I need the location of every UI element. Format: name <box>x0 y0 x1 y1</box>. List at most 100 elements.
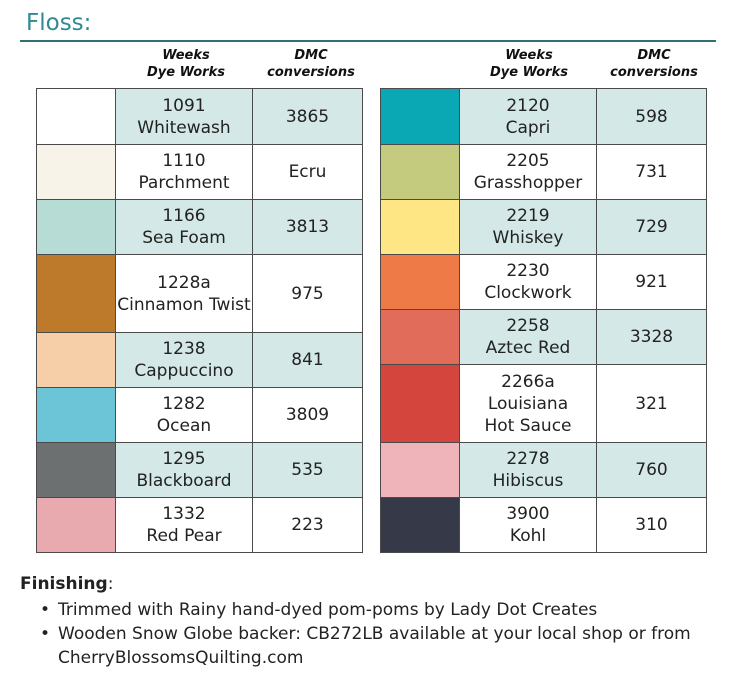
weeks-cell: 2219 Whiskey <box>459 199 597 255</box>
dmc-cell: 3809 <box>252 387 363 443</box>
dmc-cell: 731 <box>596 144 707 200</box>
floss-name: Blackboard <box>136 471 232 491</box>
weeks-cell: 2205 Grasshopper <box>459 144 597 200</box>
color-swatch <box>36 332 116 388</box>
weeks-cell: 2230 Clockwork <box>459 254 597 310</box>
finishing-heading: Finishing <box>20 574 108 594</box>
floss-name: Hibiscus <box>492 471 564 491</box>
floss-name: Louisiana Hot Sauce <box>484 393 572 436</box>
floss-name: Sea Foam <box>142 228 226 248</box>
finishing-heading-colon: : <box>107 574 114 594</box>
floss-number: 1238 <box>162 339 206 359</box>
color-swatch <box>380 364 460 443</box>
dmc-cell: 729 <box>596 199 707 255</box>
color-swatch <box>380 144 460 200</box>
floss-row: 2230 Clockwork 921 <box>380 254 707 310</box>
finishing-item: • Wooden Snow Globe backer: CB272LB avail… <box>20 622 733 670</box>
floss-row: 1238 Cappuccino 841 <box>36 332 363 388</box>
weeks-cell: 1166 Sea Foam <box>115 199 253 255</box>
floss-row: 1228a Cinnamon Twist 975 <box>36 254 363 333</box>
floss-name: Red Pear <box>146 526 222 546</box>
dmc-cell: 760 <box>596 442 707 498</box>
dmc-cell: Ecru <box>252 144 363 200</box>
section-title: Floss: <box>26 10 92 36</box>
weeks-cell: 1110 Parchment <box>115 144 253 200</box>
floss-table-right: 2120 Capri 598 2205 Grasshopper 731 2219 Whiske… <box>380 88 707 553</box>
color-swatch <box>36 442 116 498</box>
floss-name: Whitewash <box>137 117 231 138</box>
floss-table-right-body: 2120 Capri 598 2205 Grasshopper 731 2219 Whiske… <box>380 88 707 553</box>
weeks-cell: 2120 Capri <box>459 88 597 145</box>
floss-number: 1332 <box>162 504 206 524</box>
floss-number: 2120 <box>506 95 550 116</box>
weeks-cell: 1295 Blackboard <box>115 442 253 498</box>
weeks-header-line1: Weeks <box>162 48 210 63</box>
color-swatch <box>380 199 460 255</box>
color-swatch <box>36 497 116 553</box>
floss-row: 1332 Red Pear 223 <box>36 497 363 553</box>
title-divider <box>20 40 716 42</box>
color-swatch <box>380 497 460 553</box>
finishing-item: • Trimmed with Rainy hand-dyed pom-poms b… <box>20 598 733 622</box>
weeks-cell: 1282 Ocean <box>115 387 253 443</box>
color-swatch <box>380 88 460 145</box>
dmc-cell: 841 <box>252 332 363 388</box>
floss-number: 2219 <box>506 206 550 226</box>
dmc-header-line2: conversions <box>610 65 698 80</box>
weeks-header-left: Weeks Dye Works <box>116 47 256 81</box>
finishing-item-text: Trimmed with Rainy hand-dyed pom-poms by… <box>58 600 598 620</box>
finishing-item-text: Wooden Snow Globe backer: CB272LB availa… <box>58 624 691 668</box>
floss-row: 1110 Parchment Ecru <box>36 144 363 200</box>
bullet-glyph: • <box>40 600 51 620</box>
weeks-cell: 1238 Cappuccino <box>115 332 253 388</box>
floss-row: 1091 Whitewash 3865 <box>36 88 363 145</box>
floss-number: 2230 <box>506 261 550 281</box>
weeks-cell: 3900 Kohl <box>459 497 597 553</box>
dmc-header-line2: conversions <box>267 65 355 80</box>
dmc-cell: 310 <box>596 497 707 553</box>
floss-number: 1166 <box>162 206 206 226</box>
floss-row: 2120 Capri 598 <box>380 88 707 145</box>
dmc-header-right: DMC conversions <box>599 47 709 81</box>
weeks-header-line2: Dye Works <box>147 65 225 80</box>
floss-table-left: 1091 Whitewash 3865 1110 Parchment Ecru 1166 Se… <box>36 88 363 553</box>
bullet-glyph: • <box>40 624 51 644</box>
floss-number: 1228a <box>157 272 211 293</box>
color-swatch <box>380 254 460 310</box>
floss-name: Parchment <box>138 173 230 193</box>
weeks-header-right: Weeks Dye Works <box>459 47 599 81</box>
floss-row: 1166 Sea Foam 3813 <box>36 199 363 255</box>
floss-number: 1110 <box>162 151 206 171</box>
floss-number: 1295 <box>162 449 206 469</box>
dmc-cell: 3813 <box>252 199 363 255</box>
dmc-cell: 921 <box>596 254 707 310</box>
floss-number: 2266a <box>501 371 555 392</box>
floss-name: Grasshopper <box>473 173 583 193</box>
floss-row: 3900 Kohl 310 <box>380 497 707 553</box>
weeks-cell: 1091 Whitewash <box>115 88 253 145</box>
color-swatch <box>36 254 116 333</box>
dmc-cell: 535 <box>252 442 363 498</box>
color-swatch <box>36 144 116 200</box>
color-swatch <box>36 88 116 145</box>
finishing-heading-line: Finishing: <box>20 572 733 596</box>
color-swatch <box>36 199 116 255</box>
floss-number: 2205 <box>506 151 550 171</box>
floss-row: 1295 Blackboard 535 <box>36 442 363 498</box>
floss-number: 2258 <box>506 316 550 336</box>
floss-name: Whiskey <box>492 228 564 248</box>
dmc-header-line1: DMC <box>294 48 328 63</box>
floss-number: 3900 <box>506 504 550 524</box>
floss-name: Kohl <box>509 526 547 546</box>
floss-table-left-body: 1091 Whitewash 3865 1110 Parchment Ecru 1166 Se… <box>36 88 363 553</box>
floss-number: 2278 <box>506 449 550 469</box>
color-swatch <box>380 442 460 498</box>
weeks-header-line1: Weeks <box>505 48 553 63</box>
floss-name: Aztec Red <box>485 338 571 358</box>
dmc-cell: 321 <box>596 364 707 443</box>
weeks-cell: 2258 Aztec Red <box>459 309 597 365</box>
dmc-cell: 3865 <box>252 88 363 145</box>
floss-row: 1282 Ocean 3809 <box>36 387 363 443</box>
dmc-header-line1: DMC <box>637 48 671 63</box>
dmc-cell: 975 <box>252 254 363 333</box>
